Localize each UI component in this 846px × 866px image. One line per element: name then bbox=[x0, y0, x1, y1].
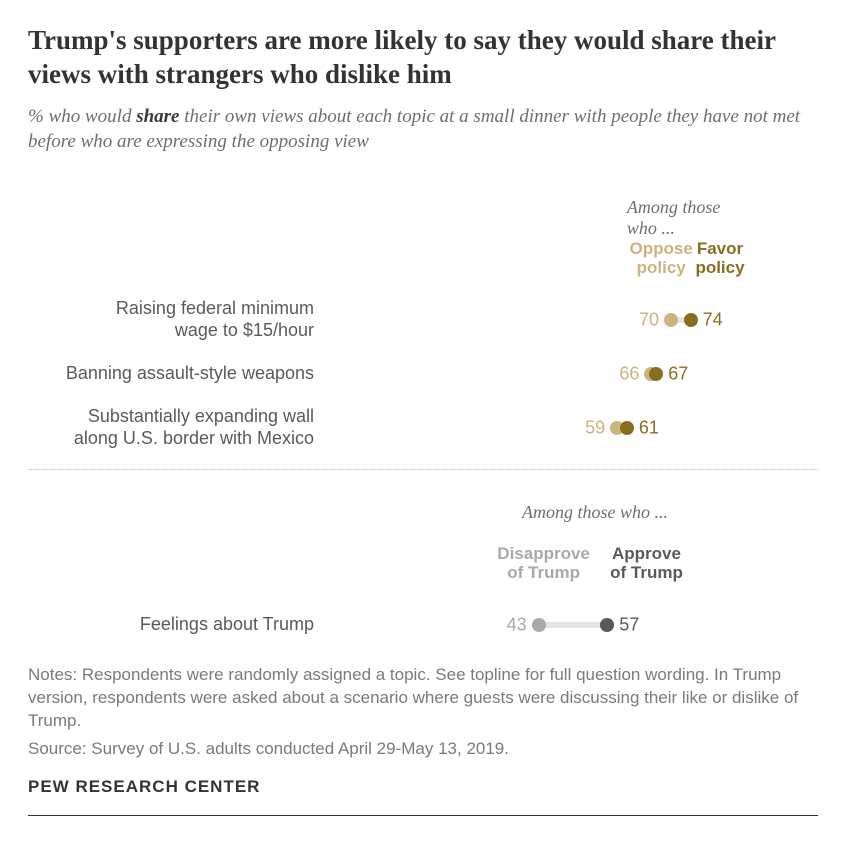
chart-source: Source: Survey of U.S. adults conducted … bbox=[28, 739, 818, 759]
row-plot: 66 67 bbox=[328, 364, 818, 384]
row-label: Feelings about Trump bbox=[28, 614, 328, 636]
row-label-line: Substantially expanding wall bbox=[28, 406, 314, 428]
group1-rows: Raising federal minimumwage to $15/hour7… bbox=[28, 293, 818, 455]
approve-dot bbox=[600, 618, 614, 632]
legend-approve-l1: Approve bbox=[610, 544, 683, 564]
disapprove-dot bbox=[532, 618, 546, 632]
legend-favor-l2: policy bbox=[695, 258, 744, 278]
favor-dot bbox=[620, 421, 634, 435]
row-plot: 43 57 bbox=[328, 615, 818, 635]
legend-oppose-l1: Oppose bbox=[630, 239, 693, 259]
oppose-value: 66 bbox=[619, 363, 639, 384]
brand-label: PEW RESEARCH CENTER bbox=[28, 777, 818, 797]
legend-oppose-l2: policy bbox=[630, 258, 693, 278]
row-label: Raising federal minimumwage to $15/hour bbox=[28, 298, 328, 341]
chart-area: Among those who ... Oppose policy Favor … bbox=[28, 185, 818, 652]
oppose-value: 70 bbox=[639, 309, 659, 330]
oppose-value: 59 bbox=[585, 417, 605, 438]
row-label-line: Banning assault-style weapons bbox=[28, 363, 314, 385]
favor-dot bbox=[684, 313, 698, 327]
group2-header: Among those who ... bbox=[522, 502, 668, 523]
group2-legend: Among those who ... bbox=[28, 490, 818, 534]
chart-container: Trump's supporters are more likely to sa… bbox=[28, 24, 818, 816]
group2-legend-labels: Disapprove of Trump Approve of Trump bbox=[28, 544, 818, 588]
row-plot: 59 61 bbox=[328, 418, 818, 438]
legend-disapprove-l1: Disapprove bbox=[497, 544, 590, 564]
chart-notes: Notes: Respondents were randomly assigne… bbox=[28, 664, 818, 733]
legend-disapprove-l2: of Trump bbox=[497, 563, 590, 583]
subtitle-bold: share bbox=[136, 106, 179, 127]
legend-approve-l2: of Trump bbox=[610, 563, 683, 583]
legend-disapprove-trump: Disapprove of Trump bbox=[497, 544, 590, 583]
legend-approve-trump: Approve of Trump bbox=[610, 544, 683, 583]
oppose-dot bbox=[664, 313, 678, 327]
dot-row: Substantially expanding wallalong U.S. b… bbox=[28, 401, 818, 455]
dot-row: Raising federal minimumwage to $15/hour7… bbox=[28, 293, 818, 347]
chart-subtitle: % who would share their own views about … bbox=[28, 104, 818, 155]
favor-value: 61 bbox=[639, 417, 659, 438]
row-label-line: Feelings about Trump bbox=[28, 614, 314, 636]
favor-value: 67 bbox=[668, 363, 688, 384]
legend-oppose-policy: Oppose policy bbox=[630, 239, 693, 278]
dot-row: Banning assault-style weapons 66 67 bbox=[28, 347, 818, 401]
connector-line bbox=[539, 622, 608, 628]
group1-header: Among those who ... bbox=[627, 197, 754, 239]
row-label: Substantially expanding wallalong U.S. b… bbox=[28, 406, 328, 449]
favor-value: 74 bbox=[703, 309, 723, 330]
row-label-line: along U.S. border with Mexico bbox=[28, 428, 314, 450]
legend-favor-policy: Favor policy bbox=[695, 239, 744, 278]
row-plot: 70 74 bbox=[328, 310, 818, 330]
group1-legend-labels: Oppose policy Favor policy bbox=[28, 239, 818, 283]
legend-favor-l1: Favor bbox=[695, 239, 744, 259]
disapprove-value: 43 bbox=[507, 614, 527, 635]
group1-legend: Among those who ... bbox=[28, 185, 818, 229]
chart-title: Trump's supporters are more likely to sa… bbox=[28, 24, 818, 92]
dot-row: Feelings about Trump 43 57 bbox=[28, 598, 818, 652]
favor-dot bbox=[649, 367, 663, 381]
group2-rows: Feelings about Trump 43 57 bbox=[28, 598, 818, 652]
group-divider bbox=[28, 469, 818, 470]
approve-value: 57 bbox=[619, 614, 639, 635]
row-label-line: wage to $15/hour bbox=[28, 320, 314, 342]
row-label-line: Raising federal minimum bbox=[28, 298, 314, 320]
subtitle-pre: % who would bbox=[28, 106, 136, 127]
row-label: Banning assault-style weapons bbox=[28, 363, 328, 385]
